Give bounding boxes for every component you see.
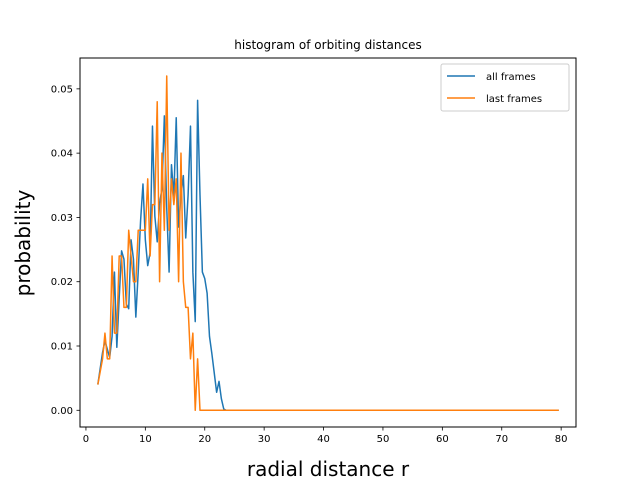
- x-tick-label: 50: [377, 434, 390, 445]
- legend-label-all-frames: all frames: [486, 72, 536, 83]
- x-tick-label: 10: [139, 434, 152, 445]
- y-axis-label: probability: [11, 189, 35, 296]
- series-layer: [97, 75, 559, 412]
- y-axis: 0.00 0.01 0.02 0.03 0.04 0.05: [51, 84, 80, 417]
- x-tick-label: 0: [83, 434, 89, 445]
- legend: all frames last frames: [440, 63, 570, 112]
- legend-label-last-frames: last frames: [486, 94, 542, 105]
- chart-title: histogram of orbiting distances: [234, 38, 421, 52]
- y-tick-label: 0.01: [51, 342, 73, 353]
- x-tick-label: 70: [495, 434, 508, 445]
- series-line-last-frames: [97, 75, 559, 412]
- x-axis: 0 10 20 30 40 50 60 70 80: [83, 427, 568, 445]
- y-tick-label: 0.04: [51, 149, 73, 160]
- x-tick-label: 20: [198, 434, 211, 445]
- x-tick-label: 40: [317, 434, 330, 445]
- x-tick-label: 60: [436, 434, 449, 445]
- y-tick-label: 0.00: [51, 406, 73, 417]
- x-axis-label: radial distance r: [247, 457, 410, 480]
- y-tick-label: 0.02: [51, 277, 73, 288]
- y-tick-label: 0.05: [51, 84, 73, 95]
- x-tick-label: 30: [258, 434, 271, 445]
- x-tick-label: 80: [555, 434, 568, 445]
- plot-frame: [79, 57, 577, 428]
- y-tick-label: 0.03: [51, 213, 73, 224]
